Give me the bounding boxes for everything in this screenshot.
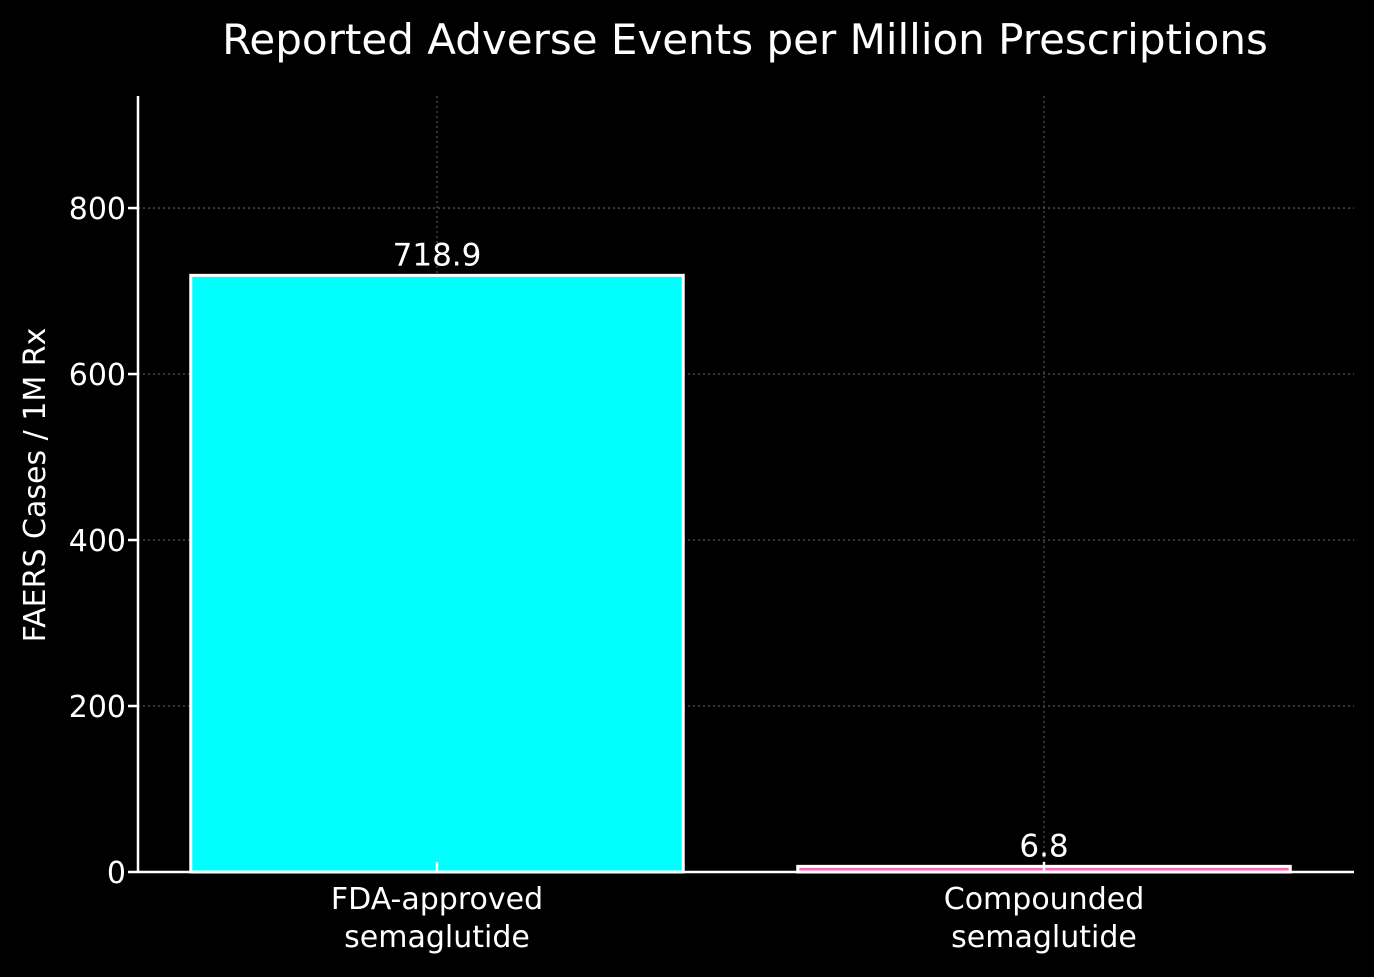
bars [189,273,1292,874]
x-tick-label-line: Compounded [944,882,1145,917]
bar [189,273,685,874]
x-tick-label-line: FDA-approved [331,882,543,917]
x-tick-label: FDA-approved semaglutide [331,882,543,955]
x-tick-label-line: semaglutide [951,920,1137,955]
bar-value-label: 6.8 [1019,828,1068,864]
y-tick-label: 400 [69,524,126,559]
y-tick-label: 600 [69,358,126,393]
x-tick-label: Compounded semaglutide [944,882,1145,955]
y-tick-label: 0 [107,856,126,891]
y-tick-label: 800 [69,192,126,227]
bar-value-label: 718.9 [393,237,482,273]
y-axis-label: FAERS Cases / 1M Rx [18,328,53,643]
x-tick-label-line: semaglutide [344,920,530,955]
y-tick-label: 200 [69,690,126,725]
chart-title: Reported Adverse Events per Million Pres… [222,15,1268,64]
axes [128,96,1354,874]
